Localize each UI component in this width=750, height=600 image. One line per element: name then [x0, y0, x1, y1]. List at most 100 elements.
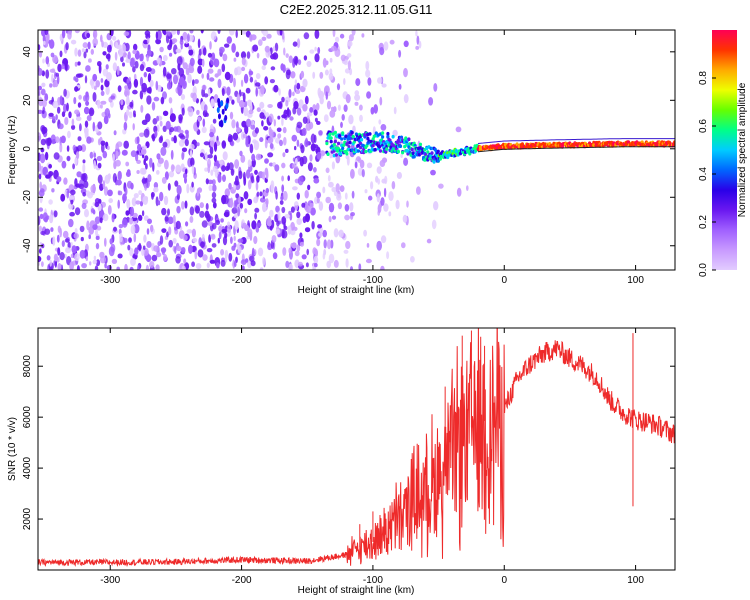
spectrogram-blob — [259, 267, 264, 270]
spectrogram-blob — [130, 224, 136, 235]
spectrogram-blob — [73, 232, 79, 239]
spectrogram-blob — [147, 218, 152, 225]
spectrogram-ridge-blob — [341, 131, 345, 135]
spectrogram-ridge-blob — [412, 154, 416, 159]
spectrogram-blob — [74, 109, 80, 115]
spectrogram-blob — [300, 70, 305, 79]
spectrogram-blob — [328, 72, 334, 81]
spectrogram-ridge-blob — [356, 149, 361, 153]
spectrogram-blob — [304, 227, 311, 233]
x-tick-label: -100 — [363, 575, 383, 586]
spectrogram-blob — [398, 49, 402, 58]
spectrogram-blob — [145, 67, 152, 72]
spectrogram-blob — [430, 169, 436, 176]
spectrogram-blob — [233, 180, 240, 186]
spectrogram-blob — [117, 199, 120, 209]
spectrogram-blob — [317, 224, 323, 229]
spectrogram-blob — [83, 180, 89, 189]
spectrogram-blob — [344, 204, 350, 212]
spectrogram-blob — [205, 152, 208, 162]
spectrogram-blob — [209, 140, 215, 147]
spectrogram-blob — [159, 120, 163, 127]
spectrogram-blob — [184, 138, 189, 147]
spectrogram-blob — [283, 47, 286, 56]
spectrogram-blob — [241, 66, 246, 72]
spectrogram-blob — [325, 91, 328, 100]
spectrogram-blob — [110, 30, 114, 37]
spectrogram-blob — [71, 245, 77, 254]
spectrogram-blob — [112, 153, 115, 162]
spectrogram-blob — [162, 66, 167, 77]
spectrogram-blob — [243, 73, 249, 84]
spectrogram-blob — [44, 228, 51, 235]
spectrogram-blob — [281, 175, 284, 182]
spectrogram-blob — [125, 58, 131, 63]
spectrogram-blobs — [38, 30, 469, 270]
spectrogram-blob — [265, 170, 269, 180]
spectrogram-blob — [146, 37, 150, 44]
spectrogram-blob — [296, 192, 300, 200]
spectrogram-blob — [348, 114, 354, 125]
spectrogram-blob — [345, 258, 349, 268]
spectrogram-ridge-blob — [334, 153, 338, 157]
spectrogram-blob — [194, 79, 199, 84]
spectrogram-blob — [84, 75, 88, 84]
spectrogram-blob — [129, 266, 134, 270]
spectrogram-blob — [76, 265, 80, 270]
spectrogram-blob — [240, 79, 244, 88]
spectrogram-blob — [345, 240, 351, 250]
spectrogram-blob — [130, 258, 136, 266]
spectrogram-blob — [315, 148, 319, 153]
spectrogram-blob — [53, 253, 59, 262]
spectrogram-ridge-blob — [368, 132, 372, 136]
spectrogram-blob — [243, 106, 249, 117]
spectrogram-blob — [89, 261, 92, 266]
spectrogram-blob — [38, 207, 44, 212]
spectrogram-blob — [78, 183, 85, 190]
spectrogram-blob — [188, 244, 193, 254]
spectrogram-blob — [309, 107, 314, 113]
spectrogram-blob — [104, 108, 111, 117]
spectrogram-blob — [166, 31, 172, 36]
spectrogram-blob — [53, 152, 60, 160]
spectrogram-blob — [133, 193, 139, 199]
spectrogram-blob — [272, 46, 276, 52]
spectrogram-blob — [44, 151, 49, 161]
spectrogram-blob — [224, 188, 230, 198]
spectrogram-blob — [189, 206, 195, 216]
spectrogram-blob — [303, 55, 308, 61]
spectrogram-blob — [57, 225, 61, 233]
spectrogram-blob — [209, 131, 215, 138]
spectrogram-blob — [112, 173, 117, 183]
spectrogram-blob — [55, 72, 59, 77]
spectrogram-blob — [202, 47, 207, 56]
y-tick-label: 4000 — [22, 457, 33, 480]
spectrogram-blob — [351, 190, 355, 199]
spectrogram-blob — [97, 162, 102, 169]
spectrogram-blob — [335, 154, 341, 164]
spectrogram-blob — [109, 44, 112, 51]
spectrogram-blob — [55, 114, 58, 121]
spectrogram-blob — [267, 220, 272, 227]
spectrogram-blob — [241, 265, 245, 270]
spectrogram-blob — [401, 242, 406, 249]
spectrogram-blob — [143, 247, 149, 256]
spectrogram-blob — [105, 64, 109, 70]
spectrogram-blob — [260, 85, 265, 95]
snr-x-ticks: -300 -200 -100 0 100 — [100, 328, 644, 586]
spectrogram-blob — [326, 239, 332, 250]
spectrogram-blob — [348, 34, 354, 42]
spectrogram-blob — [366, 162, 373, 169]
spectrogram-ridge-blob — [430, 151, 434, 155]
spectrogram-blob — [337, 104, 341, 111]
spectrogram-blob — [174, 246, 177, 254]
spectrogram-blob — [70, 253, 74, 259]
spectrogram-blob — [343, 104, 348, 112]
spectrogram-blob — [167, 216, 174, 225]
spectrogram-blob — [85, 256, 89, 262]
spectrogram-blob — [211, 243, 217, 248]
spectrogram-blob — [182, 62, 188, 70]
spectrogram-blob — [80, 144, 87, 153]
spectrogram-blob — [143, 215, 149, 222]
spectrogram-blob — [368, 195, 373, 201]
